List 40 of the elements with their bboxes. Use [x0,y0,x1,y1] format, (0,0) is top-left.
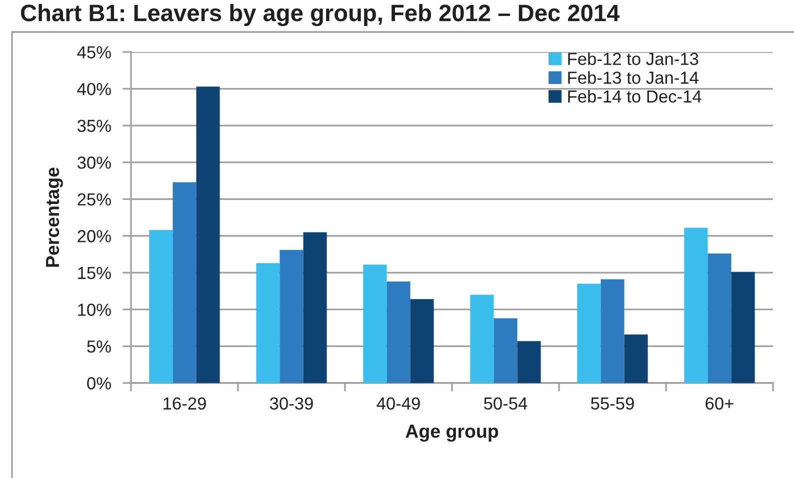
y-tick-label: 20% [78,230,111,242]
bar [256,263,280,383]
legend-label: Feb-13 to Jan-14 [568,71,698,84]
x-tick-label: 40-49 [376,397,420,410]
bar [303,232,327,383]
bar [517,341,541,383]
chart-title: Chart B1: Leavers by age group, Feb 2012 – Dec 2014 [20,4,620,26]
bar [731,272,755,383]
bar [363,264,387,383]
y-tick-label: 30% [77,156,111,169]
x-tick-label: 50-54 [484,397,528,410]
y-axis-title: Percentage [46,168,63,267]
bar [708,254,732,383]
x-tick-label: 55-59 [590,397,634,410]
bar [149,230,173,383]
bar [410,299,434,383]
legend-label: Feb-14 to Dec-14 [568,90,702,103]
x-tick-label: 60+ [706,397,734,410]
bar [470,294,494,383]
y-tick-label: 15% [78,266,111,280]
y-tick-label: 5% [87,340,111,353]
bar [494,318,518,383]
y-tick-label: 10% [78,304,111,316]
y-tick-label: 35% [77,120,111,132]
x-tick-label: 16-29 [164,397,206,410]
bar [624,334,648,383]
bar [196,86,220,383]
x-tick-label: 30-39 [270,397,313,410]
legend-label: Feb-12 to Jan-13 [568,52,698,66]
bar [577,284,601,383]
bar [684,228,708,383]
y-tick-label: 25% [78,193,111,206]
bar [600,279,624,383]
y-tick-label: 45% [77,46,111,58]
x-axis-title: Age group [406,424,498,442]
y-tick-label: 0% [87,377,111,390]
y-tick-label: 40% [77,82,111,96]
bar [386,281,410,383]
bar [172,182,196,383]
bar [280,250,304,383]
